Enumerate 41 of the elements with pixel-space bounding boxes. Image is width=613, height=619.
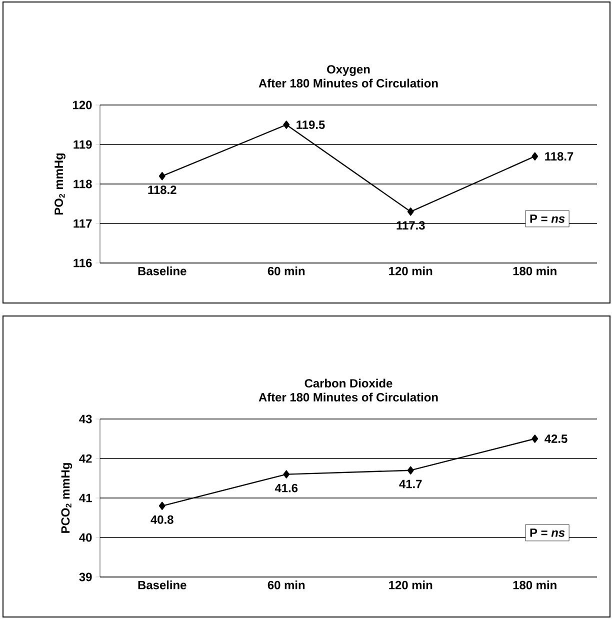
point xyxy=(407,466,414,474)
x-tick-label: Baseline xyxy=(138,266,186,276)
chart-title: Oxygen xyxy=(327,65,370,76)
point xyxy=(407,208,414,216)
data-label: 118.7 xyxy=(545,152,574,161)
chart-subtitle: After 180 Minutes of Circulation xyxy=(258,392,438,402)
data-label: 118.2 xyxy=(148,186,176,194)
y-tick-label: 117 xyxy=(74,219,92,228)
y-tick-label: 116 xyxy=(74,258,92,268)
data-label: 41.7 xyxy=(399,480,422,488)
y-tick-label: 39 xyxy=(79,572,92,582)
y-tick-label: 120 xyxy=(73,100,92,110)
x-tick-label: 60 min xyxy=(268,580,305,590)
chart-subtitle: After 180 Minutes of Circulation xyxy=(258,78,438,88)
chart-title: Carbon Dioxide xyxy=(304,378,392,388)
y-axis-title: PCO$_{2}$ mmHg xyxy=(61,463,72,533)
y-tick-label: 43 xyxy=(79,414,92,424)
data-label: 42.5 xyxy=(544,434,568,443)
point xyxy=(158,502,166,510)
y-tick-label: 118 xyxy=(74,180,92,188)
x-tick-label: 180 min xyxy=(513,266,556,276)
y-tick-label: 42 xyxy=(79,454,92,463)
point xyxy=(532,152,538,160)
x-tick-label: 120 min xyxy=(389,266,432,276)
y-tick-label: 119 xyxy=(74,140,92,149)
annotation: P = ns xyxy=(530,528,565,537)
annotation: P = ns xyxy=(530,214,565,223)
y-tick-label: 40 xyxy=(79,533,92,542)
point xyxy=(158,172,166,180)
x-tick-label: 180 min xyxy=(513,580,556,590)
y-axis-title: PO$_{2}$ mmHg xyxy=(54,153,66,215)
x-tick-label: 120 min xyxy=(389,580,432,590)
point xyxy=(532,434,538,443)
point xyxy=(283,470,290,478)
data-label: 119.5 xyxy=(296,120,325,129)
y-tick-label: 41 xyxy=(79,494,92,502)
x-tick-label: 60 min xyxy=(268,266,305,276)
data-label: 41.6 xyxy=(274,484,298,492)
point xyxy=(283,120,290,129)
x-tick-label: Baseline xyxy=(138,580,186,590)
data-label: 40.8 xyxy=(150,515,174,524)
